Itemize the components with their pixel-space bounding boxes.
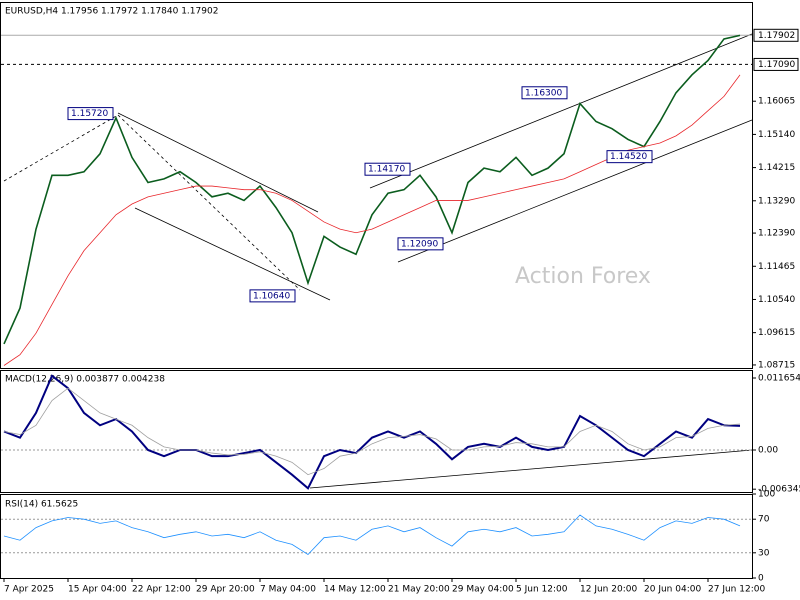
watermark: Action Forex	[515, 264, 651, 289]
annotation-box	[67, 107, 114, 121]
series-line	[3, 514, 741, 555]
annotation-label: 1.14170	[368, 165, 405, 175]
annotation-box	[521, 86, 568, 100]
annotation-label: 1.12090	[401, 239, 438, 249]
x-tick-label: 7 Apr 2025	[4, 585, 54, 595]
y-tick-label: 1.15140	[758, 130, 795, 140]
price-label: 1.17090	[758, 60, 795, 70]
y-tick-label: 0.011654	[758, 374, 800, 384]
annotation-box	[364, 162, 411, 176]
y-tick-label: 1.11465	[758, 262, 795, 272]
chart-title: EURUSD,H4 1.17956 1.17972 1.17840 1.1790…	[5, 7, 218, 17]
x-tick-label: 27 Jun 12:00	[708, 585, 765, 595]
macd-panel	[0, 370, 753, 493]
channel-line	[369, 33, 753, 189]
annotation-label: 1.15720	[71, 109, 108, 119]
annotation-label: 1.14520	[610, 152, 647, 162]
x-tick-label: 5 Jun 12:00	[516, 585, 568, 595]
y-tick-label: 1.10540	[758, 295, 795, 305]
y-tick-label: 0	[758, 574, 764, 584]
y-tick-label: 1.14215	[758, 163, 795, 173]
y-tick-label: 1.16065	[758, 97, 795, 107]
channel-line	[117, 112, 319, 213]
x-tick-label: 7 May 04:00	[260, 585, 316, 595]
y-tick-label: 100	[758, 490, 775, 500]
macd-title: MACD(12,26,9) 0.003877 0.004238	[5, 375, 165, 385]
x-tick-label: 15 Apr 04:00	[68, 585, 127, 595]
y-tick-label: 1.13290	[758, 196, 795, 206]
annotation-label: 1.10640	[253, 291, 290, 301]
rsi-title: RSI(14) 61.5625	[5, 500, 78, 510]
series-line	[3, 387, 741, 476]
trend-line	[3, 114, 119, 182]
annotation-box	[249, 289, 296, 303]
trend-lines	[3, 33, 753, 489]
y-tick-label: 0.00	[758, 445, 778, 455]
annotation-box	[606, 150, 653, 164]
series-line	[3, 34, 741, 345]
y-tick-label: -0.006345	[758, 485, 800, 495]
y-tick-label: 1.09615	[758, 328, 795, 338]
x-tick-label: 21 May 20:00	[388, 585, 450, 595]
x-tick-label: 20 Jun 04:00	[644, 585, 701, 595]
x-tick-label: 12 Jun 20:00	[580, 585, 637, 595]
y-tick-label: 1.08715	[758, 360, 795, 370]
annotation-label: 1.16300	[525, 88, 562, 98]
channel-line	[134, 207, 331, 301]
x-tick-label: 29 Apr 20:00	[196, 585, 255, 595]
series-line	[3, 374, 741, 490]
price-label: 1.17902	[758, 31, 795, 41]
x-tick-label: 29 May 04:00	[452, 585, 514, 595]
x-tick-label: 22 Apr 12:00	[132, 585, 191, 595]
price-label-box	[753, 28, 799, 42]
x-tick-label: 14 May 12:00	[324, 585, 386, 595]
channel-line	[397, 119, 753, 263]
annotation-box	[397, 237, 444, 251]
price-label-box	[753, 57, 799, 71]
y-tick-label: 30	[758, 548, 770, 558]
macd-trend-line	[309, 449, 753, 489]
trend-line	[117, 114, 301, 291]
rsi-panel	[0, 494, 753, 579]
y-tick-label: 70	[758, 515, 770, 525]
y-tick-label: 1.12390	[758, 229, 795, 239]
